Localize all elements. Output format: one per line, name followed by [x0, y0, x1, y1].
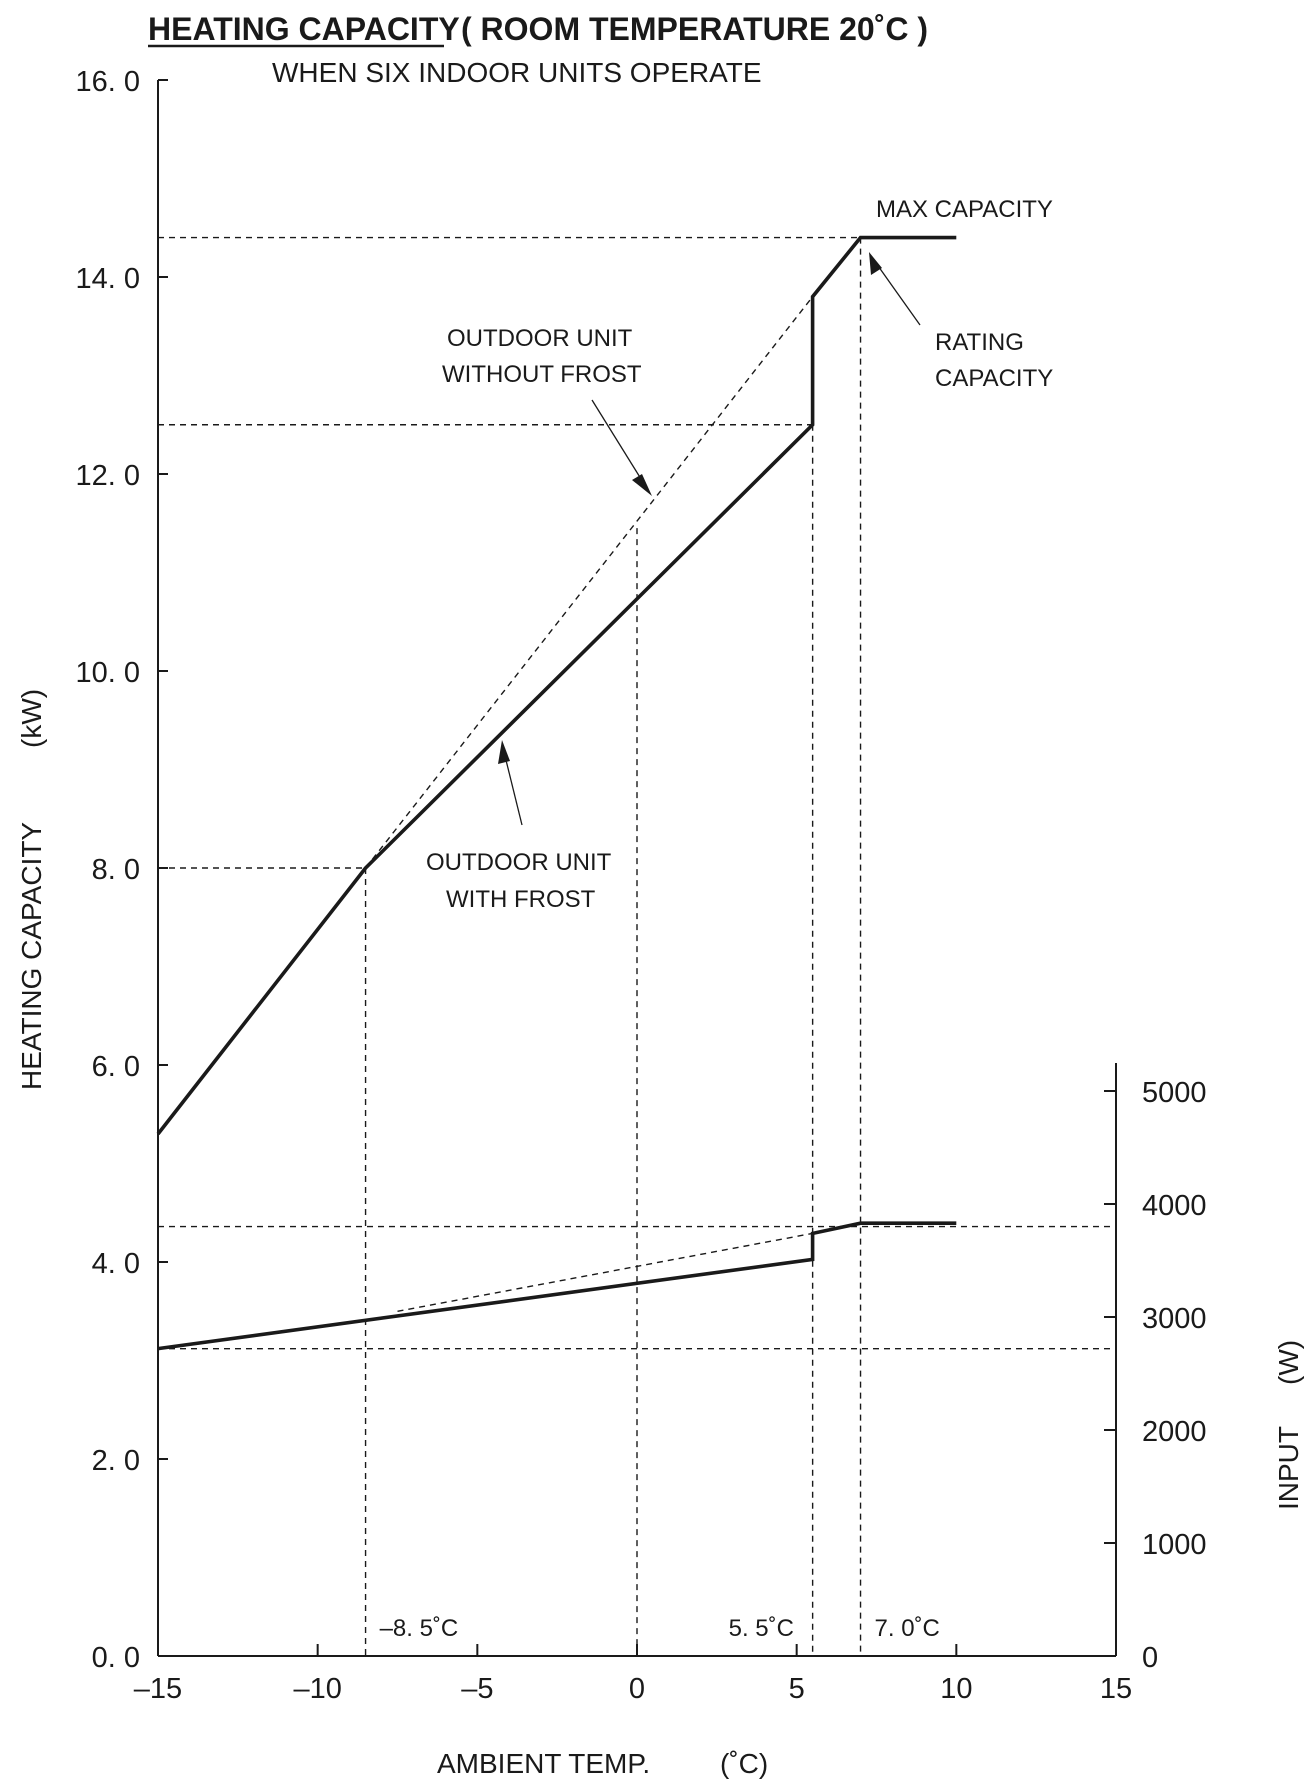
with-frost-arrowhead: [498, 740, 510, 764]
chart-title-suffix: ( ROOM TEMPERATURE 20˚C ): [461, 11, 928, 47]
y-tick-label: 4. 0: [92, 1248, 140, 1280]
x-tick-label: –15: [134, 1673, 182, 1705]
y-tick-label: 0. 0: [92, 1642, 140, 1674]
x-tick-label: –5: [461, 1673, 493, 1705]
y2-tick-label: 2000: [1142, 1416, 1207, 1448]
vertical-line-label: 7. 0˚C: [875, 1615, 940, 1642]
vertical-line-label: –8. 5˚C: [380, 1615, 459, 1642]
capacity-solid-series-line: [156, 235, 957, 1136]
input-dashed-series-line: [397, 1232, 813, 1312]
y-tick-label: 12. 0: [76, 460, 141, 492]
x-tick-label: 0: [629, 1673, 645, 1705]
y-axis-label: HEATING CAPACITY: [16, 822, 47, 1090]
y-tick-label: 8. 0: [92, 854, 140, 886]
y2-tick-label: 4000: [1142, 1190, 1207, 1222]
vertical-line-label: 5. 5˚C: [729, 1615, 794, 1642]
x-tick-label: –10: [293, 1673, 341, 1705]
chart-title: HEATING CAPACITY: [148, 11, 460, 47]
plot-area: 0. 0 2. 0 4. 0 6. 0 8. 0 10. 0 12. 0 14. 0 16. 0…: [76, 66, 1207, 1705]
annotation-arrows: [498, 252, 921, 826]
rating-capacity-label-line1: RATING: [935, 329, 1024, 356]
y2-tick-label: 0: [1142, 1642, 1158, 1674]
x-axis-unit: (˚C): [720, 1748, 768, 1779]
y2-tick-label: 5000: [1142, 1077, 1207, 1109]
y-tick-label: 14. 0: [76, 263, 141, 295]
y2-tick-label: 1000: [1142, 1529, 1207, 1561]
y-axis-unit: (kW): [16, 689, 47, 748]
x-tick-label: 15: [1100, 1673, 1132, 1705]
y-tick-label: 16. 0: [76, 66, 141, 98]
without-frost-arrow: [591, 399, 647, 488]
input-solid-series-line: [157, 1221, 957, 1351]
with-frost-label-line2: WITH FROST: [446, 886, 596, 913]
without-frost-label-line1: OUTDOOR UNIT: [447, 325, 633, 352]
y-tick-label: 10. 0: [76, 657, 141, 689]
y-tick-label: 2. 0: [92, 1445, 140, 1477]
x-axis-label: AMBIENT TEMP.: [437, 1748, 650, 1779]
y2-axis-label: INPUT: [1273, 1426, 1304, 1510]
chart-subtitle: WHEN SIX INDOOR UNITS OPERATE: [272, 57, 762, 88]
without-frost-label-line2: WITHOUT FROST: [442, 361, 642, 388]
y2-tick-label: 3000: [1142, 1303, 1207, 1335]
x-tick-label: 5: [789, 1673, 805, 1705]
rating-capacity-arrow: [875, 262, 921, 326]
max-capacity-label: MAX CAPACITY: [876, 196, 1053, 223]
y-tick-label: 6. 0: [92, 1051, 140, 1083]
rating-capacity-label-line2: CAPACITY: [935, 365, 1053, 392]
x-tick-label: 10: [940, 1673, 972, 1705]
rating-capacity-arrowhead: [869, 252, 882, 275]
with-frost-arrow: [503, 751, 523, 826]
without-frost-arrowhead: [632, 474, 652, 496]
with-frost-label-line1: OUTDOOR UNIT: [426, 849, 612, 876]
y2-axis-unit: (W): [1273, 1340, 1304, 1385]
